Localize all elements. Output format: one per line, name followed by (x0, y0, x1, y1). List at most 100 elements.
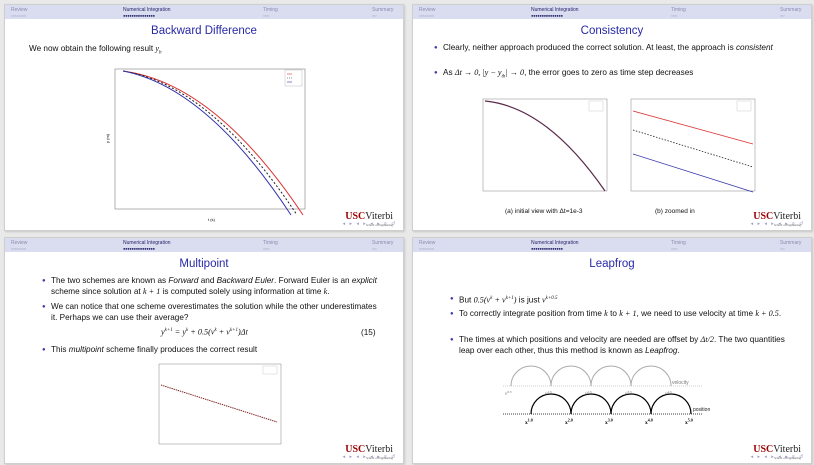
logo-usc: USC (753, 444, 774, 455)
b3-em: Leapfrog (645, 345, 678, 355)
nav-section-numerical-integration[interactable]: Numerical Integration (531, 240, 579, 246)
nav-dots: ○○ (372, 13, 377, 18)
intro-text: We now obtain the following result yb (29, 44, 162, 59)
eq-sup: k+1 (164, 328, 173, 333)
x-sup: 4.0 (648, 418, 653, 423)
nav-section-review[interactable]: Review (11, 240, 28, 246)
v-letter: v (505, 392, 508, 397)
eq-sup: k (214, 328, 217, 333)
nav-dots: ○○ (780, 13, 785, 18)
b2-c: , we need to use velocity at time (636, 309, 756, 318)
v-sup: 2.5 (587, 390, 592, 394)
nav-section-review[interactable]: Review (419, 240, 436, 246)
nav-dots: ○○○ (263, 246, 270, 251)
slide-backward-difference[interactable]: Review ○○○○○○○ Numerical Integration ●●●… (4, 4, 404, 231)
bullet-3: This multipoint scheme finally produces … (42, 345, 371, 356)
bullet-1: But 0.5(vk + vk+1) is just vk+0.5 (450, 294, 789, 306)
slide-consistency[interactable]: Review ○○○○○○○ Numerical Integration ●●●… (412, 4, 812, 231)
nav-dots: ○○ (780, 246, 785, 251)
nav-dots: ○○○ (671, 13, 678, 18)
bullet-2-math-b: | → 0 (505, 68, 525, 77)
nav-section-summary[interactable]: Summary (372, 240, 394, 246)
nav-section-timing[interactable]: Timing (671, 240, 686, 246)
b1-math4: v (542, 295, 546, 305)
v-letter: v (545, 392, 548, 397)
nav-bar: Review ○○○○○○○ Numerical Integration ●●●… (5, 5, 403, 19)
slide-multipoint[interactable]: Review ○○○○○○○ Numerical Integration ●●●… (4, 237, 404, 464)
v-label: v0.5 (505, 390, 512, 397)
b3-a: This (51, 345, 69, 354)
nav-section-timing[interactable]: Timing (263, 240, 278, 246)
slide-leapfrog[interactable]: Review ○○○○○○○ Numerical Integration ●●●… (412, 237, 812, 464)
logo-usc: USC (345, 444, 366, 455)
equation-15: yk+1 = yk + 0.5(vk + vk+1)Δt (161, 326, 248, 338)
b3-m: Δt/2 (700, 335, 714, 344)
nav-section-numerical-integration[interactable]: Numerical Integration (123, 7, 171, 13)
eq-end: )Δt (238, 327, 248, 337)
b1-a: The two schemes are known as (51, 276, 169, 285)
v-sup: 0.5 (507, 390, 512, 394)
bullet-2-math-sub: th (501, 74, 506, 80)
nav-section-summary[interactable]: Summary (372, 7, 394, 13)
logo-usc: USC (345, 211, 366, 222)
x-label: x4.0 (645, 418, 653, 427)
b1-d: scheme since solution at (51, 286, 143, 296)
bullet-2: To correctly integrate position from tim… (450, 309, 789, 320)
y-axis-label: y (m) (105, 133, 110, 143)
logo-sub: School of Engineering (774, 456, 801, 460)
v-sup: 4.5 (667, 390, 672, 394)
slide-title: Leapfrog (589, 258, 635, 270)
x-sup: 2.0 (568, 418, 573, 423)
slide-title: Consistency (580, 25, 644, 37)
bullet-2: As Δt → 0, |y − yth| → 0, the error goes… (434, 68, 788, 83)
bullet-2-text-b: , the error goes to zero as time step de… (524, 68, 694, 77)
b1-sup: k+1 (505, 296, 514, 301)
nav-section-numerical-integration[interactable]: Numerical Integration (123, 240, 171, 246)
b2-m2: k + 1 (619, 309, 637, 318)
x-sup: 5.0 (688, 418, 693, 423)
slide-title: Backward Difference (151, 25, 257, 37)
leapfrog-diagram: velocity position v0.5 v1.5 v2.5 v3.5 v4… (503, 365, 710, 427)
caption-initial-view: (a) initial view with Δt=1e-3 (505, 208, 583, 215)
beamer-navigation-icons[interactable]: ◂ ▸ ◂ ▸ ◂ ▸ ≡ ↺ (750, 454, 805, 460)
logo-viterbi: Viterbi (365, 444, 393, 455)
b1-sup: k+0.5 (545, 296, 558, 301)
v-label: v1.5 (545, 390, 552, 397)
beamer-navigation-icons[interactable]: ◂ ▸ ◂ ▸ ◂ ▸ ≡ ↺ (342, 454, 397, 460)
nav-bar: Review ○○○○○○○ Numerical Integration ●●●… (5, 238, 403, 252)
b3-c: . (677, 345, 680, 355)
bullet-1: Clearly, neither approach produced the c… (434, 43, 778, 54)
nav-section-timing[interactable]: Timing (263, 7, 278, 13)
b1-a: But (459, 295, 474, 305)
v-label: v4.5 (665, 390, 672, 397)
usc-viterbi-logo: USCViterbi School of Engineering (345, 439, 393, 460)
b1-math: k + 1 (142, 286, 161, 296)
nav-dots: ○○○○○○○ (11, 246, 26, 251)
eq-sup: k+1 (229, 328, 239, 333)
b1-em2: Backward Euler (216, 276, 275, 285)
x-label: x5.0 (685, 418, 693, 427)
eq-y: y (161, 327, 165, 337)
usc-viterbi-logo: USCViterbi School of Engineering (345, 206, 393, 227)
nav-section-timing[interactable]: Timing (671, 7, 686, 13)
x-letter: x (565, 420, 568, 426)
bullet-1-text: Clearly, neither approach produced the c… (443, 43, 736, 52)
nav-section-summary[interactable]: Summary (780, 7, 802, 13)
nav-section-review[interactable]: Review (419, 7, 436, 13)
nav-section-summary[interactable]: Summary (780, 240, 802, 246)
logo-viterbi: Viterbi (773, 444, 801, 455)
nav-section-numerical-integration[interactable]: Numerical Integration (531, 7, 579, 13)
nav-section-review[interactable]: Review (11, 7, 28, 13)
beamer-navigation-icons[interactable]: ◂ ▸ ◂ ▸ ◂ ▸ ≡ ↺ (342, 221, 397, 227)
x-letter: x (525, 420, 528, 426)
b1-math3: ) (513, 295, 517, 305)
b3-a: The times at which positions and velocit… (459, 335, 701, 344)
consistency-plot-initial (482, 98, 608, 192)
intro-text-body: We now obtain the following result (29, 44, 154, 53)
b3-b: scheme finally produces the correct resu… (103, 345, 258, 354)
beamer-navigation-icons[interactable]: ◂ ▸ ◂ ▸ ◂ ▸ ≡ ↺ (750, 221, 805, 227)
nav-dots: ○○○○○○○ (419, 13, 434, 18)
x-label: x1.0 (525, 418, 533, 427)
b1-b: and (198, 276, 217, 285)
logo-sub: School of Engineering (366, 223, 393, 227)
